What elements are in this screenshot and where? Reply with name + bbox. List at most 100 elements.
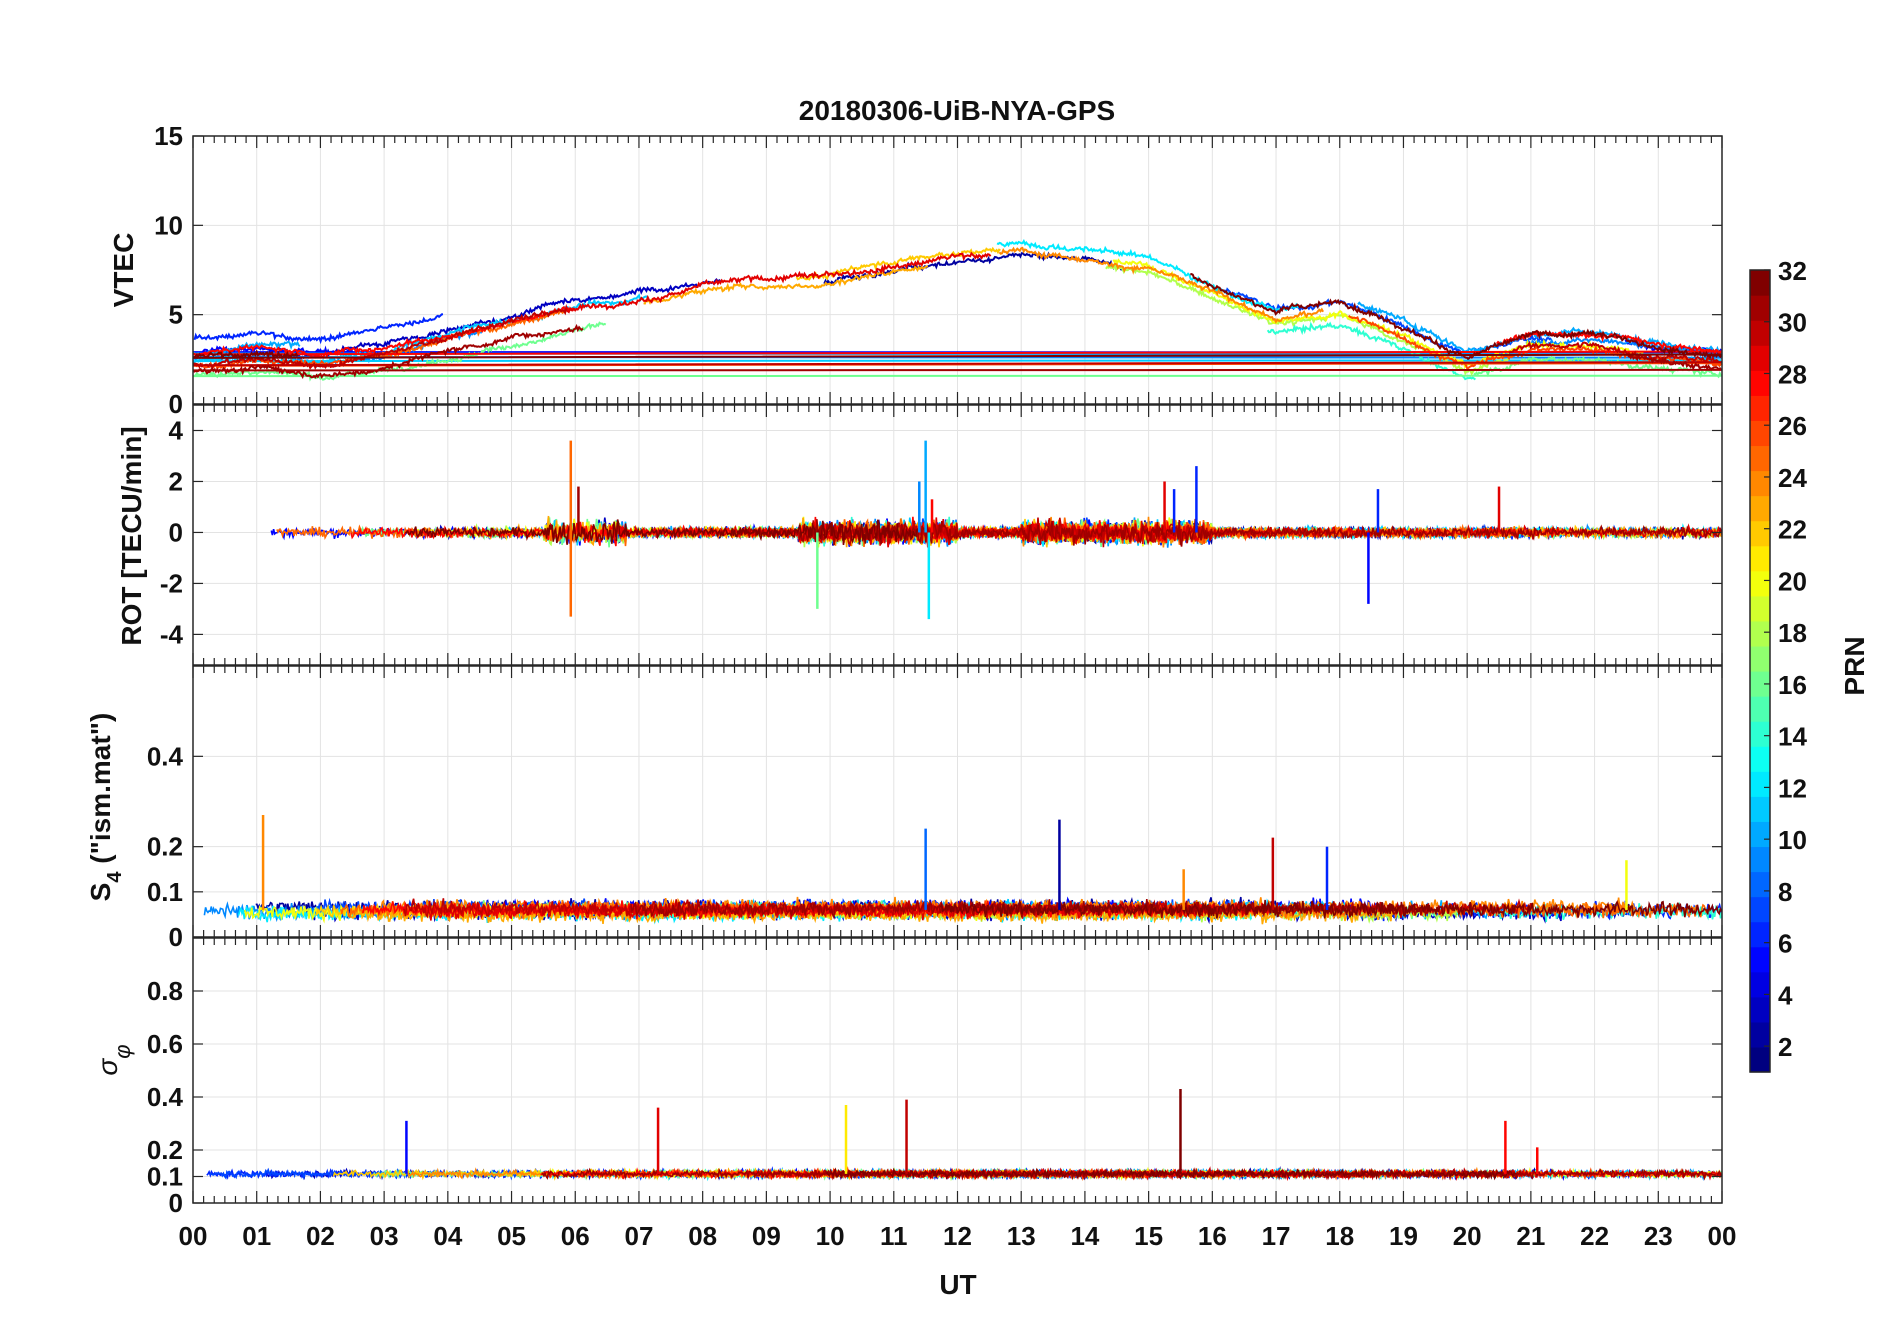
colorbar-segment	[1750, 696, 1770, 722]
colorbar-segment	[1750, 996, 1770, 1023]
colorbar-tick-label: 2	[1778, 1032, 1792, 1062]
s4-y-tick-label: 0.1	[147, 877, 183, 907]
x-tick-label: 07	[624, 1221, 653, 1251]
colorbar-box	[1749, 269, 1771, 1073]
colorbar-tick-label: 16	[1778, 670, 1807, 700]
x-tick-label: 00	[1708, 1221, 1737, 1251]
vtec-series-line	[563, 251, 992, 314]
colorbar-segment	[1750, 395, 1770, 421]
colorbar-segment	[1750, 470, 1770, 497]
colorbar-tick-label: 32	[1778, 256, 1807, 286]
x-tick-label: 06	[561, 1221, 590, 1251]
x-tick-label: 23	[1644, 1221, 1673, 1251]
vtec-series-line	[996, 238, 1300, 313]
x-tick-label: 18	[1325, 1221, 1354, 1251]
x-tick-label: 04	[433, 1221, 462, 1251]
colorbar-tick-label: 4	[1778, 980, 1793, 1010]
sigma-phi-ylabel-subscript: φ	[110, 1044, 135, 1058]
x-tick-label: 10	[816, 1221, 845, 1251]
x-tick-label: 03	[370, 1221, 399, 1251]
panel-s4: S4 ("ism.mat") 0 0.1 0.2 0.4	[85, 665, 1723, 952]
x-tick-label: 01	[242, 1221, 271, 1251]
vtec-series-line	[998, 246, 1324, 324]
sigma_phi-y-tick-label: 0.1	[147, 1162, 183, 1192]
x-tick-label: 20	[1453, 1221, 1482, 1251]
s4-ylabel-subscript: 4	[104, 871, 126, 883]
vtec-series-line	[1266, 321, 1476, 381]
colorbar-segment	[1750, 570, 1770, 597]
colorbar-segment	[1750, 495, 1770, 522]
s4-traces	[203, 815, 1722, 925]
vtec-series-line	[193, 308, 1722, 370]
x-tick-label: 13	[1007, 1221, 1036, 1251]
panel-sigma-phi: σφ 00.10.2 0.4 0.6 0.8	[92, 937, 1723, 1218]
colorbar-tick-label: 10	[1778, 825, 1807, 855]
colorbar-segment	[1750, 796, 1770, 822]
colorbar-segment	[1750, 896, 1770, 923]
colorbar-tick-label: 20	[1778, 566, 1807, 596]
sigma_phi-y-tick-label: 0.6	[147, 1029, 183, 1059]
vtec-series-line	[193, 273, 1722, 361]
rot-y-tick-label: -2	[160, 568, 183, 598]
x-tick-label: 21	[1516, 1221, 1545, 1251]
s4-ylabel-source: ("ism.mat")	[85, 713, 116, 872]
rot-ylabel: ROT [TECU/min]	[116, 426, 147, 645]
x-tick-label: 00	[179, 1221, 208, 1251]
colorbar-tick-label: 30	[1778, 308, 1807, 338]
s4-y-tick-label: 0.4	[147, 741, 184, 771]
vtec-y-tick-label: 5	[169, 300, 183, 330]
rot-y-tick-label: 0	[169, 517, 183, 547]
rot-traces	[270, 440, 1722, 620]
colorbar-segment	[1750, 420, 1770, 447]
colorbar-segment	[1750, 1021, 1770, 1048]
colorbar-segment	[1750, 645, 1770, 672]
colorbar-segment	[1750, 545, 1770, 572]
s4-ylabel-symbol: S	[85, 883, 116, 902]
vtec-y-tick-label: 0	[169, 389, 183, 419]
x-axis-ticks: 00 01 02 03 04 05 06 07 08 09 10 11 12 13 14 15 16 17 18 19…	[179, 1221, 1737, 1251]
x-tick-label: 09	[752, 1221, 781, 1251]
x-tick-label: 14	[1070, 1221, 1099, 1251]
colorbar-segment	[1750, 1046, 1770, 1073]
x-tick-label: 15	[1134, 1221, 1163, 1251]
colorbar-segment	[1750, 971, 1770, 998]
colorbar-segment	[1750, 620, 1770, 647]
x-tick-label: 22	[1580, 1221, 1609, 1251]
s4-y-tick-label: 0	[169, 922, 183, 952]
colorbar-segment	[1750, 595, 1770, 622]
x-tick-label: 17	[1262, 1221, 1291, 1251]
colorbar-tick-label: 12	[1778, 773, 1807, 803]
colorbar-segment	[1750, 871, 1770, 898]
sigma_phi-traces	[206, 1089, 1722, 1182]
sigma_phi-y-tick-label: 0	[169, 1188, 183, 1218]
colorbar-segment	[1750, 921, 1770, 948]
x-tick-label: 05	[497, 1221, 526, 1251]
vtec-y-tick-label: 15	[154, 121, 183, 151]
x-tick-label: 16	[1198, 1221, 1227, 1251]
colorbar-segment	[1750, 270, 1770, 296]
sigma-phi-ylabel: σφ	[92, 1044, 135, 1075]
colorbar-segment	[1750, 445, 1770, 472]
s4-ylabel: S4 ("ism.mat")	[85, 713, 126, 902]
colorbar-tick-label: 8	[1778, 877, 1792, 907]
x-tick-label: 11	[880, 1221, 908, 1251]
colorbar-segment	[1750, 370, 1770, 396]
sigma_phi-y-tick-label: 0.2	[147, 1135, 183, 1165]
colorbar-segment	[1750, 746, 1770, 772]
vtec-ylabel: VTEC	[108, 233, 139, 308]
colorbar-segment	[1750, 721, 1770, 747]
sigma_phi-series-line	[825, 1167, 1517, 1181]
colorbar-tick-label: 24	[1778, 463, 1807, 493]
vtec-y-tick-label: 10	[154, 210, 183, 240]
s4-series-line	[939, 898, 1722, 919]
vtec-traces	[193, 238, 1722, 382]
colorbar-segment	[1750, 771, 1770, 797]
vtec-series-line	[193, 321, 1722, 382]
vtec-series-line	[643, 265, 929, 305]
colorbar-tick-label: 26	[1778, 411, 1807, 441]
colorbar-tick-label: 22	[1778, 515, 1807, 545]
colorbar-segment	[1750, 846, 1770, 873]
x-tick-label: 19	[1389, 1221, 1418, 1251]
colorbar-segment	[1750, 320, 1770, 346]
